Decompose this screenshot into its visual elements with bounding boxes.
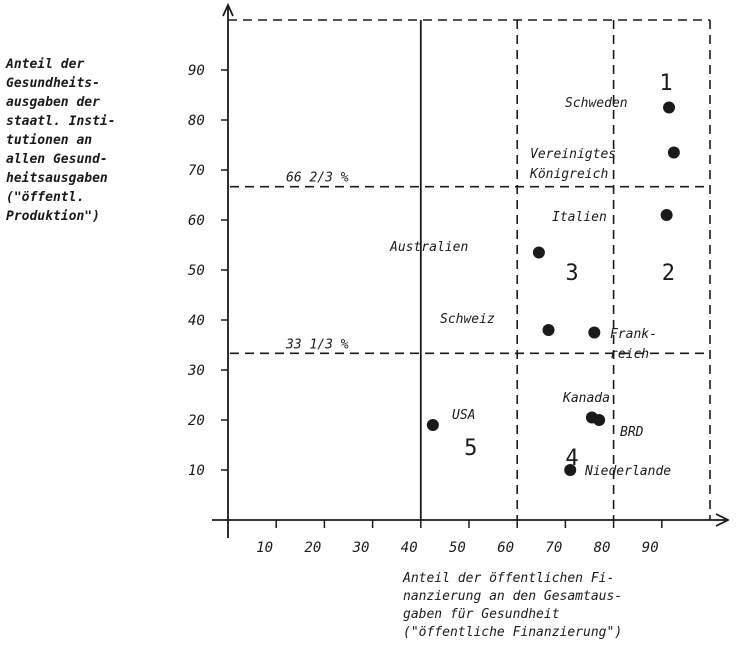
y-axis-label-line: ausgaben der [6,95,100,110]
data-point [564,464,577,476]
region-number-label: 3 [565,261,578,286]
data-point [532,246,545,259]
y-axis-label-line: Anteil der [5,57,84,72]
y-tick-label: 50 [188,263,205,279]
x-tick-label: 80 [594,540,611,556]
y-axis-label-line: tutionen an [6,133,92,148]
y-tick-label: 80 [188,113,205,129]
y-axis-label-line: ("öffentl. [6,190,84,205]
country-label: USA [452,408,475,423]
data-point [660,209,673,221]
x-tick-label: 30 [352,540,370,556]
country-label: Italien [552,210,607,225]
threshold-label: 66 2/3 % [286,171,349,186]
x-axis-label-line: ("öffentliche Finanzierung") [403,625,622,640]
x-tick-label: 50 [449,540,466,556]
y-tick-label: 40 [188,313,205,329]
y-axis-arrow [222,2,234,17]
x-tick-label: 20 [304,540,321,556]
country-label: Schweden [565,96,628,111]
x-axis-label-line: Anteil der öffentlichen Fi- [402,571,614,586]
y-tick-label: 10 [188,463,205,479]
country-label: Kanada [562,391,610,406]
country-label: Königreich [529,167,608,182]
y-tick-label: 90 [188,63,205,79]
y-tick-label: 20 [188,413,205,429]
y-tick-label: 70 [188,163,205,179]
region-number-label: 1 [659,71,672,96]
country-label: Australien [389,240,468,255]
y-axis-label-line: staatl. Insti- [6,114,116,129]
x-axis-label-line: gaben für Gesundheit [403,607,560,622]
x-tick-label: 60 [497,540,514,556]
threshold-label: 33 1/3 % [285,337,349,352]
y-tick-label: 60 [188,213,205,229]
data-point [426,419,439,431]
region-number-label: 5 [464,436,477,461]
y-axis-label-line: Gesundheits- [6,76,100,91]
data-point [588,326,601,339]
country-label: Niederlande [584,464,671,479]
data-point [667,146,680,159]
country-label: reich [610,347,649,362]
x-tick-label: 10 [256,540,273,556]
country-label: Vereinigtes [530,147,616,162]
data-point [593,414,606,426]
x-axis-label-line: nanzierung an den Gesamtaus- [403,589,622,604]
country-label: Frank- [610,327,657,342]
region-number-label: 2 [662,261,675,286]
y-axis-label-line: Produktion") [6,209,100,224]
x-tick-label: 40 [401,540,418,556]
country-label: Schweiz [440,312,495,327]
data-point [542,324,555,336]
x-tick-label: 90 [642,540,659,556]
x-axis-arrow [715,513,731,527]
x-tick-label: 70 [545,540,562,556]
y-axis-label-line: allen Gesund- [6,152,108,167]
country-label: BRD [620,425,644,440]
y-tick-label: 30 [187,363,205,379]
data-point [663,101,676,114]
y-axis-label-line: heitsausgaben [6,171,108,186]
